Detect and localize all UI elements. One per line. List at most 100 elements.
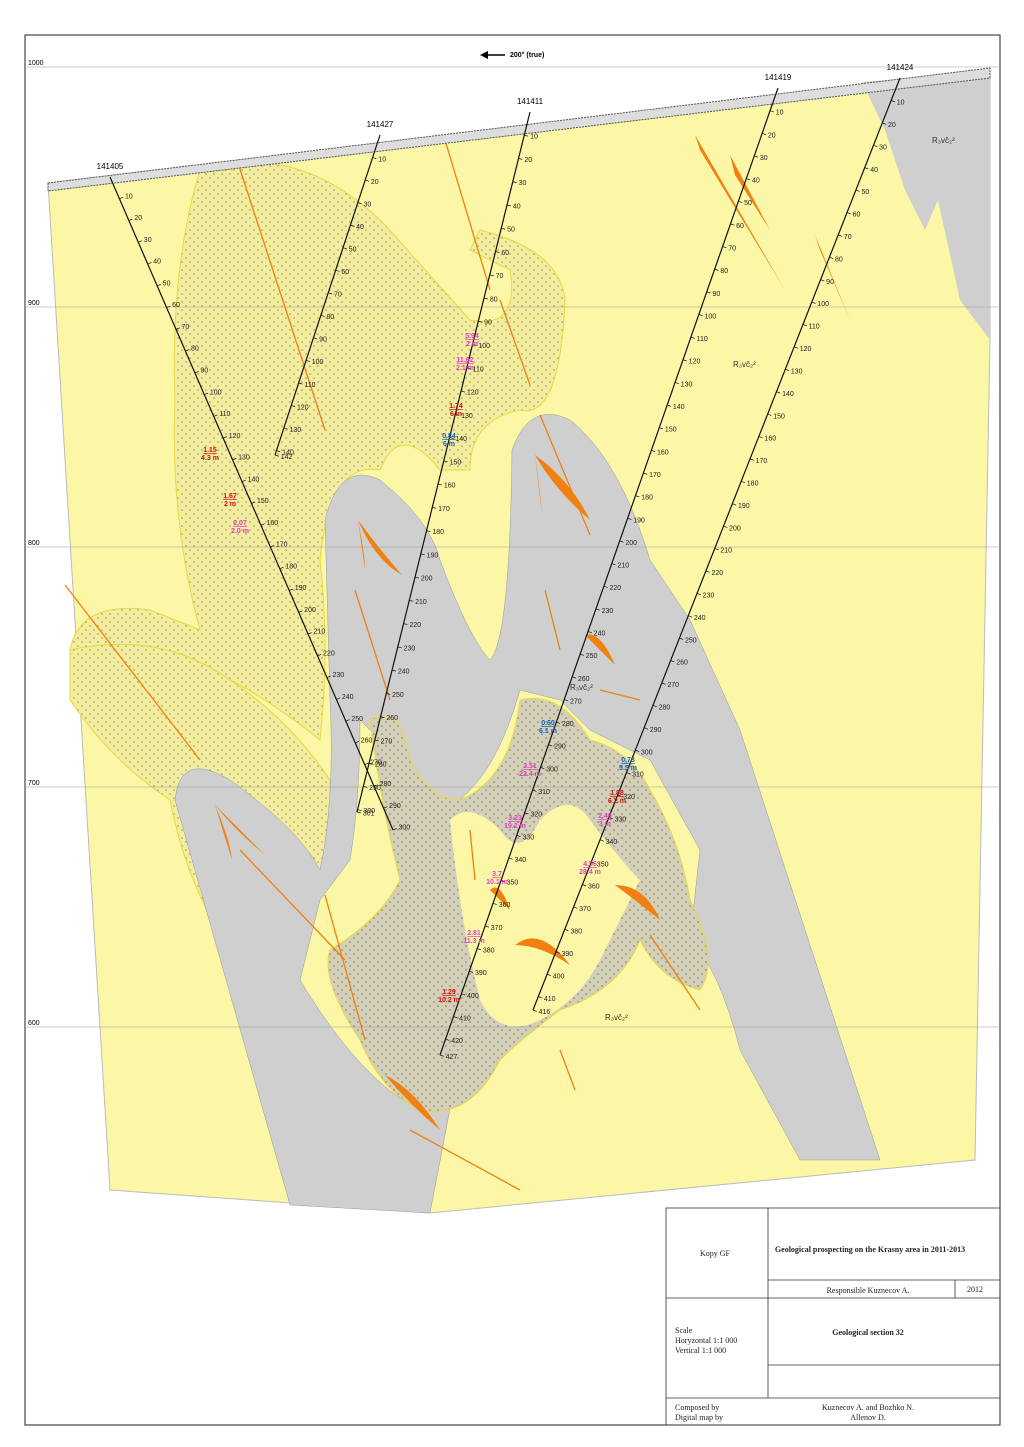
depth-label: 301 [363, 810, 375, 817]
depth-label: 100 [478, 343, 490, 350]
depth-tick [501, 227, 506, 230]
depth-tick [500, 880, 505, 883]
depth-label: 280 [375, 762, 387, 769]
hole-name: 141424 [887, 63, 914, 72]
depth-tick [891, 100, 896, 103]
drill-hole [439, 87, 779, 1056]
assay-length: 6 m [443, 441, 455, 448]
assay-length: 2.1 m [456, 365, 474, 372]
depth-tick [829, 256, 834, 260]
depth-label: 160 [444, 483, 456, 490]
depth-label: 50 [349, 247, 357, 254]
depth-label: 10 [378, 156, 386, 163]
depth-label: 10 [897, 100, 905, 107]
depth-tick [714, 548, 719, 551]
depth-tick [204, 392, 209, 395]
depth-label: 80 [835, 256, 843, 263]
depth-tick [397, 646, 402, 649]
depth-tick [696, 592, 701, 596]
depth-label: 210 [720, 548, 732, 555]
assay-grade: 11.62 [456, 357, 473, 364]
depth-tick [794, 346, 798, 349]
depth-tick [291, 405, 296, 408]
depth-label: 80 [490, 296, 498, 303]
depth-label: 120 [297, 404, 309, 411]
hole-name: 141405 [97, 162, 124, 171]
assay-grade: 1.88 [610, 790, 624, 797]
depth-tick [392, 828, 397, 831]
depth-tick [241, 479, 246, 483]
depth-label: 130 [238, 455, 250, 462]
depth-tick [546, 973, 551, 976]
depth-tick [820, 279, 825, 282]
assay-length: 2 m [224, 501, 236, 508]
depth-label: 70 [182, 324, 190, 331]
depth-label: 290 [389, 803, 401, 810]
depth-label: 130 [681, 381, 693, 388]
digital: Allenov D. [850, 1413, 886, 1422]
depth-tick [274, 454, 279, 457]
assay-grade: 0.78 [621, 757, 635, 764]
depth-tick [128, 218, 133, 221]
depth-tick [548, 744, 553, 747]
depth-tick [532, 789, 537, 792]
depth-tick [461, 993, 466, 996]
depth-label: 70 [844, 234, 852, 241]
depth-tick [690, 336, 695, 339]
depth-tick [372, 157, 377, 160]
gray-unit [862, 72, 990, 340]
sand-unit [69, 161, 566, 741]
depth-tick [682, 359, 687, 362]
depth-label: 260 [386, 715, 398, 722]
depth-tick [564, 929, 569, 932]
depth-tick [328, 292, 333, 295]
depth-label: 120 [467, 390, 479, 397]
depth-label: 370 [491, 925, 503, 932]
depth-label: 70 [496, 273, 504, 280]
depth-tick [345, 719, 350, 722]
depth-label: 120 [229, 433, 241, 440]
depth-tick [643, 472, 648, 475]
depth-label: 160 [764, 436, 776, 443]
depth-label: 60 [172, 302, 180, 309]
depth-tick [512, 181, 517, 184]
depth-label: 180 [641, 495, 653, 502]
depth-tick [603, 585, 608, 588]
depth-label: 230 [404, 645, 416, 652]
direction: 200° (true) [510, 51, 544, 59]
depth-tick [626, 772, 631, 775]
depth-label: 70 [334, 292, 342, 299]
depth-label: 200 [729, 525, 741, 532]
depth-label: 400 [553, 973, 565, 980]
depth-label: 40 [870, 167, 878, 174]
depth-tick [342, 247, 347, 250]
ore-bodies [215, 135, 850, 1130]
depth-tick [635, 495, 640, 498]
depth-label: 110 [809, 324, 820, 331]
depth-label: 30 [144, 237, 152, 244]
depth-tick [611, 563, 616, 566]
depth-label: 130 [290, 427, 302, 434]
depth-tick [298, 610, 303, 613]
depth-label: 410 [544, 996, 556, 1003]
depth-label: 190 [427, 552, 439, 559]
depth-tick [223, 436, 228, 439]
depth-label: 360 [588, 884, 600, 891]
depth-label: 170 [276, 542, 288, 549]
depth-label: 190 [633, 517, 645, 524]
assay-grade: 3.7 [492, 871, 502, 878]
depth-label: 290 [369, 785, 381, 792]
depth-label: 20 [134, 215, 142, 222]
depth-tick [469, 970, 474, 973]
depth-label: 270 [570, 698, 582, 705]
depth-label: 210 [314, 629, 326, 636]
section-title: Geological section 32 [832, 1328, 904, 1337]
assay-length: 2 m [466, 341, 478, 348]
depth-tick [667, 404, 672, 407]
depth-tick [722, 246, 727, 249]
depth-tick [599, 839, 604, 842]
depth-tick [270, 545, 275, 548]
depth-label: 350 [507, 880, 519, 887]
depth-label: 240 [398, 669, 410, 676]
